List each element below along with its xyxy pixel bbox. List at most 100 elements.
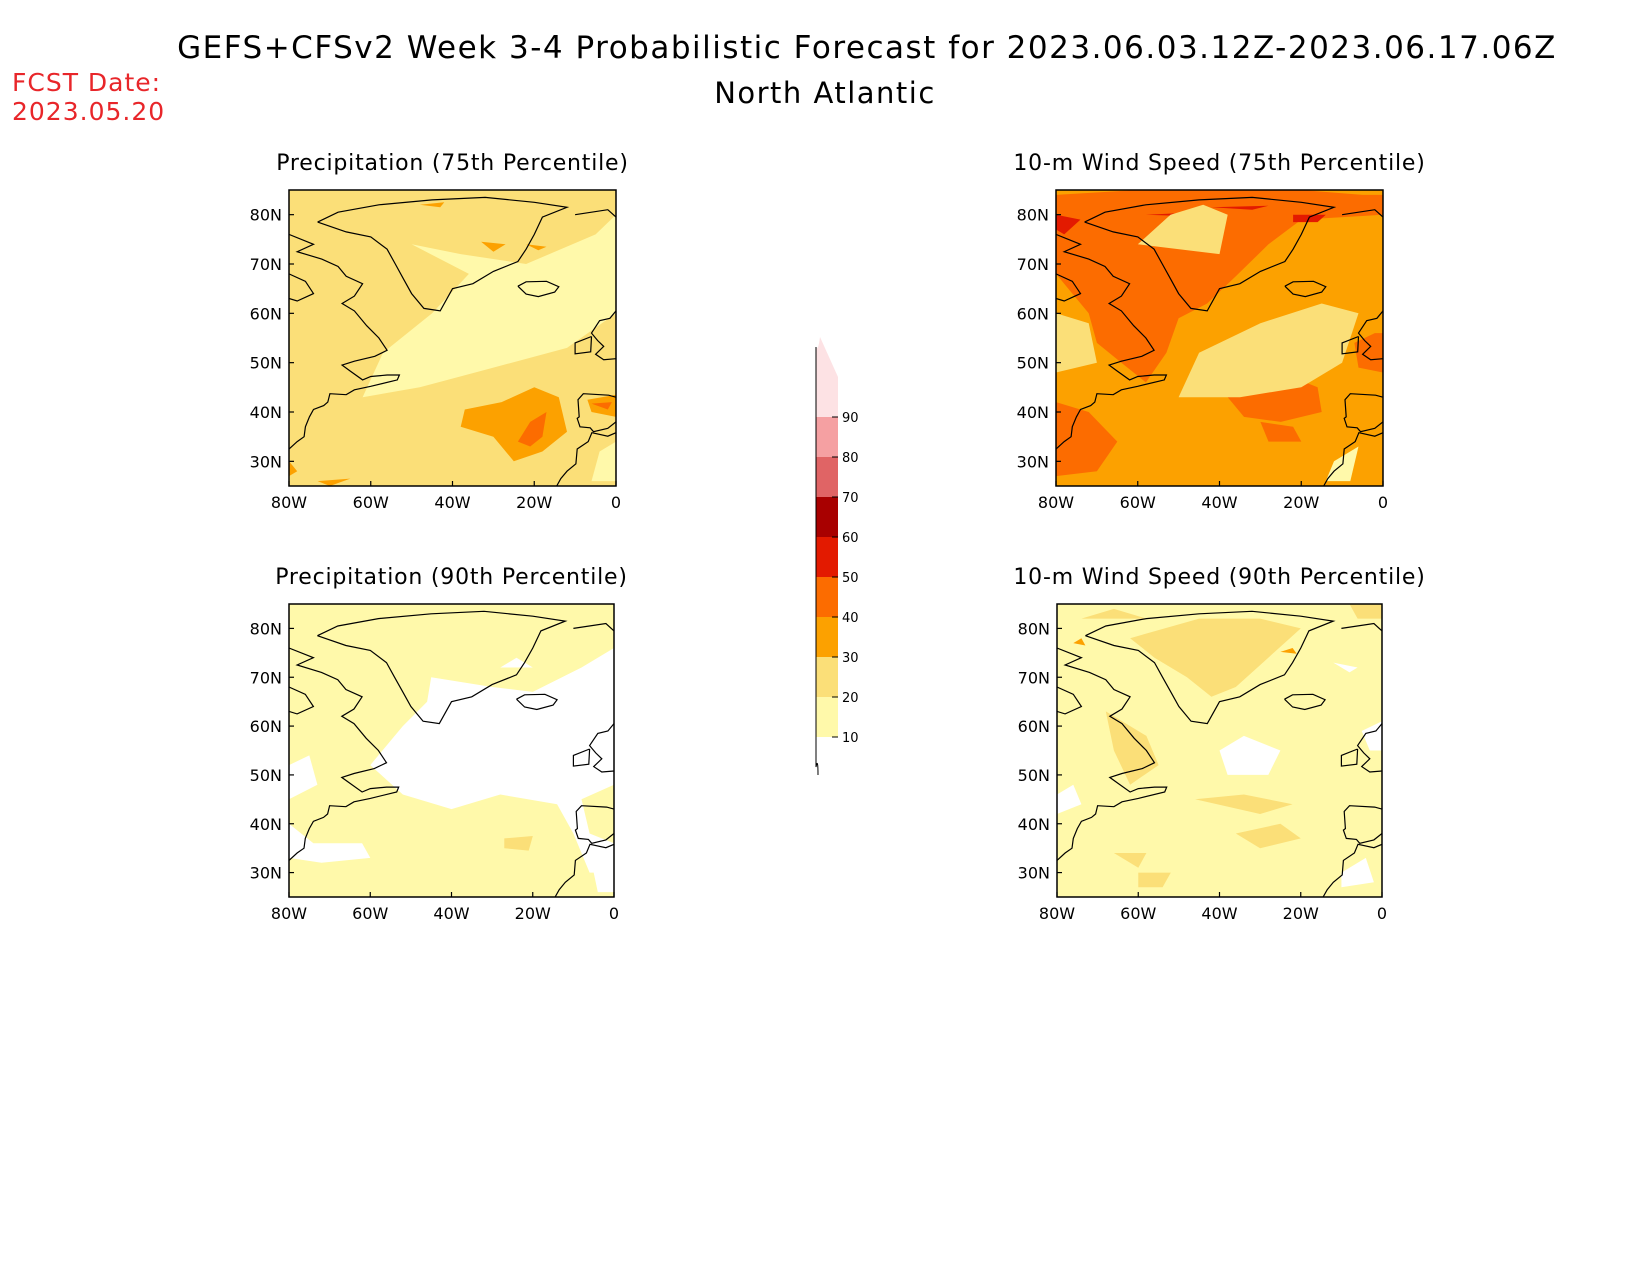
coastline [1356,723,1382,773]
lat-tick-label: 70N [1018,668,1050,687]
contour-region [1333,662,1358,673]
colorbar-label: 40 [842,611,859,626]
coastline [317,196,570,312]
contour-region [1219,735,1281,775]
lat-tick-label: 30N [250,864,282,883]
colorbar-swatch [816,377,838,417]
contour-region [1235,823,1301,849]
lat-tick-label: 50N [250,354,282,373]
contour-region [1280,648,1297,654]
contour-region [526,244,547,251]
coastline [1341,622,1382,632]
map-panel-wind-75: 10-m Wind Speed (75th Percentile) 80N 70N 6… [1013,151,1425,512]
lat-tick-label: 40N [250,815,282,834]
lat-tick-label: 30N [1017,452,1049,471]
coastline [1284,693,1327,711]
contour-region [1349,604,1382,619]
coastline [289,686,315,715]
contour-region [591,402,612,410]
panel-title: 10-m Wind Speed (90th Percentile) [1013,565,1425,590]
lon-tick-label: 60W [1120,904,1156,923]
coastline [590,310,616,361]
lat-tick-label: 80N [250,619,282,638]
contour-region [1105,711,1159,785]
contour-region [517,412,547,447]
contour-region [289,823,371,863]
figure-title: GEFS+CFSv2 Week 3-4 Probabilistic Foreca… [177,30,1557,66]
coastline [1340,748,1359,767]
colorbar-swatch [816,537,838,577]
coastline [1322,843,1382,897]
lon-tick-label: 20W [1283,904,1319,923]
coastline [575,209,616,218]
colorbar-label: 80 [842,451,859,466]
contour-region [591,441,616,482]
coastline [556,432,616,486]
lat-tick-label: 60N [1018,717,1050,736]
coastline [1057,686,1083,715]
lon-tick-label: 40W [1201,904,1237,923]
coastline [1085,610,1336,725]
fcst-date-label: FCST Date: [12,68,162,97]
contour-region [1195,794,1293,814]
panel-title: 10-m Wind Speed (75th Percentile) [1013,151,1425,176]
lon-tick-label: 80W [1038,493,1074,512]
lon-tick-label: 40W [433,904,469,923]
coastline [1084,196,1337,312]
lat-tick-label: 70N [250,668,282,687]
lat-tick-label: 80N [1017,206,1049,225]
coastline [572,748,591,767]
lat-tick-label: 50N [250,766,282,785]
fcst-date-value: 2023.05.20 [12,97,166,126]
colorbar-label: 60 [842,531,859,546]
coastline [1343,393,1383,433]
colorbar-swatch [816,657,838,697]
lat-tick-label: 60N [250,304,282,323]
coastline [1056,273,1082,302]
lat-tick-label: 60N [250,717,282,736]
coastline [573,622,614,632]
lon-tick-label: 40W [1201,493,1237,512]
region-subtitle: North Atlantic [714,76,936,110]
lat-tick-label: 50N [1018,766,1050,785]
lon-tick-label: 80W [1039,904,1075,923]
contour-region [1137,204,1228,255]
coastline [588,723,614,773]
coastline [1323,432,1383,486]
contour-region [1073,638,1086,646]
lon-tick-label: 80W [271,904,307,923]
colorbar-swatch [816,457,838,497]
contour-region [1056,402,1118,477]
lat-tick-label: 70N [1017,255,1049,274]
colorbar-swatch [816,697,838,737]
contour-region [1138,872,1171,888]
coastline [517,280,560,298]
contour-region [1361,721,1382,751]
panel-title: Precipitation (90th Percentile) [275,565,628,590]
contour-region [460,387,567,462]
map-panel-wind-90: 10-m Wind Speed (90th Percentile) 80N 70N 6… [1013,565,1425,923]
coastline [1284,280,1327,298]
coastline [576,393,616,433]
lat-tick-label: 30N [1018,864,1050,883]
coastline [289,233,401,450]
contour-region [504,836,533,851]
colorbar-label: 10 [842,731,859,746]
coastline [1357,310,1383,361]
coastline [1341,335,1360,355]
lon-tick-label: 20W [515,904,551,923]
colorbar: 10 20 30 40 50 60 70 80 90 [815,337,859,776]
colorbar-label: 30 [842,651,859,666]
contour-region [1211,205,1269,210]
contour-region [1130,618,1301,697]
coastline [574,805,614,844]
lat-tick-label: 40N [1017,403,1049,422]
colorbar-swatch [816,497,838,537]
contour-region [1056,313,1097,373]
contour-region [1178,303,1359,398]
contour-region [1354,333,1383,373]
lon-tick-label: 60W [353,493,389,512]
lat-tick-label: 40N [250,403,282,422]
contour-region [500,657,533,668]
lon-tick-label: 40W [434,493,470,512]
